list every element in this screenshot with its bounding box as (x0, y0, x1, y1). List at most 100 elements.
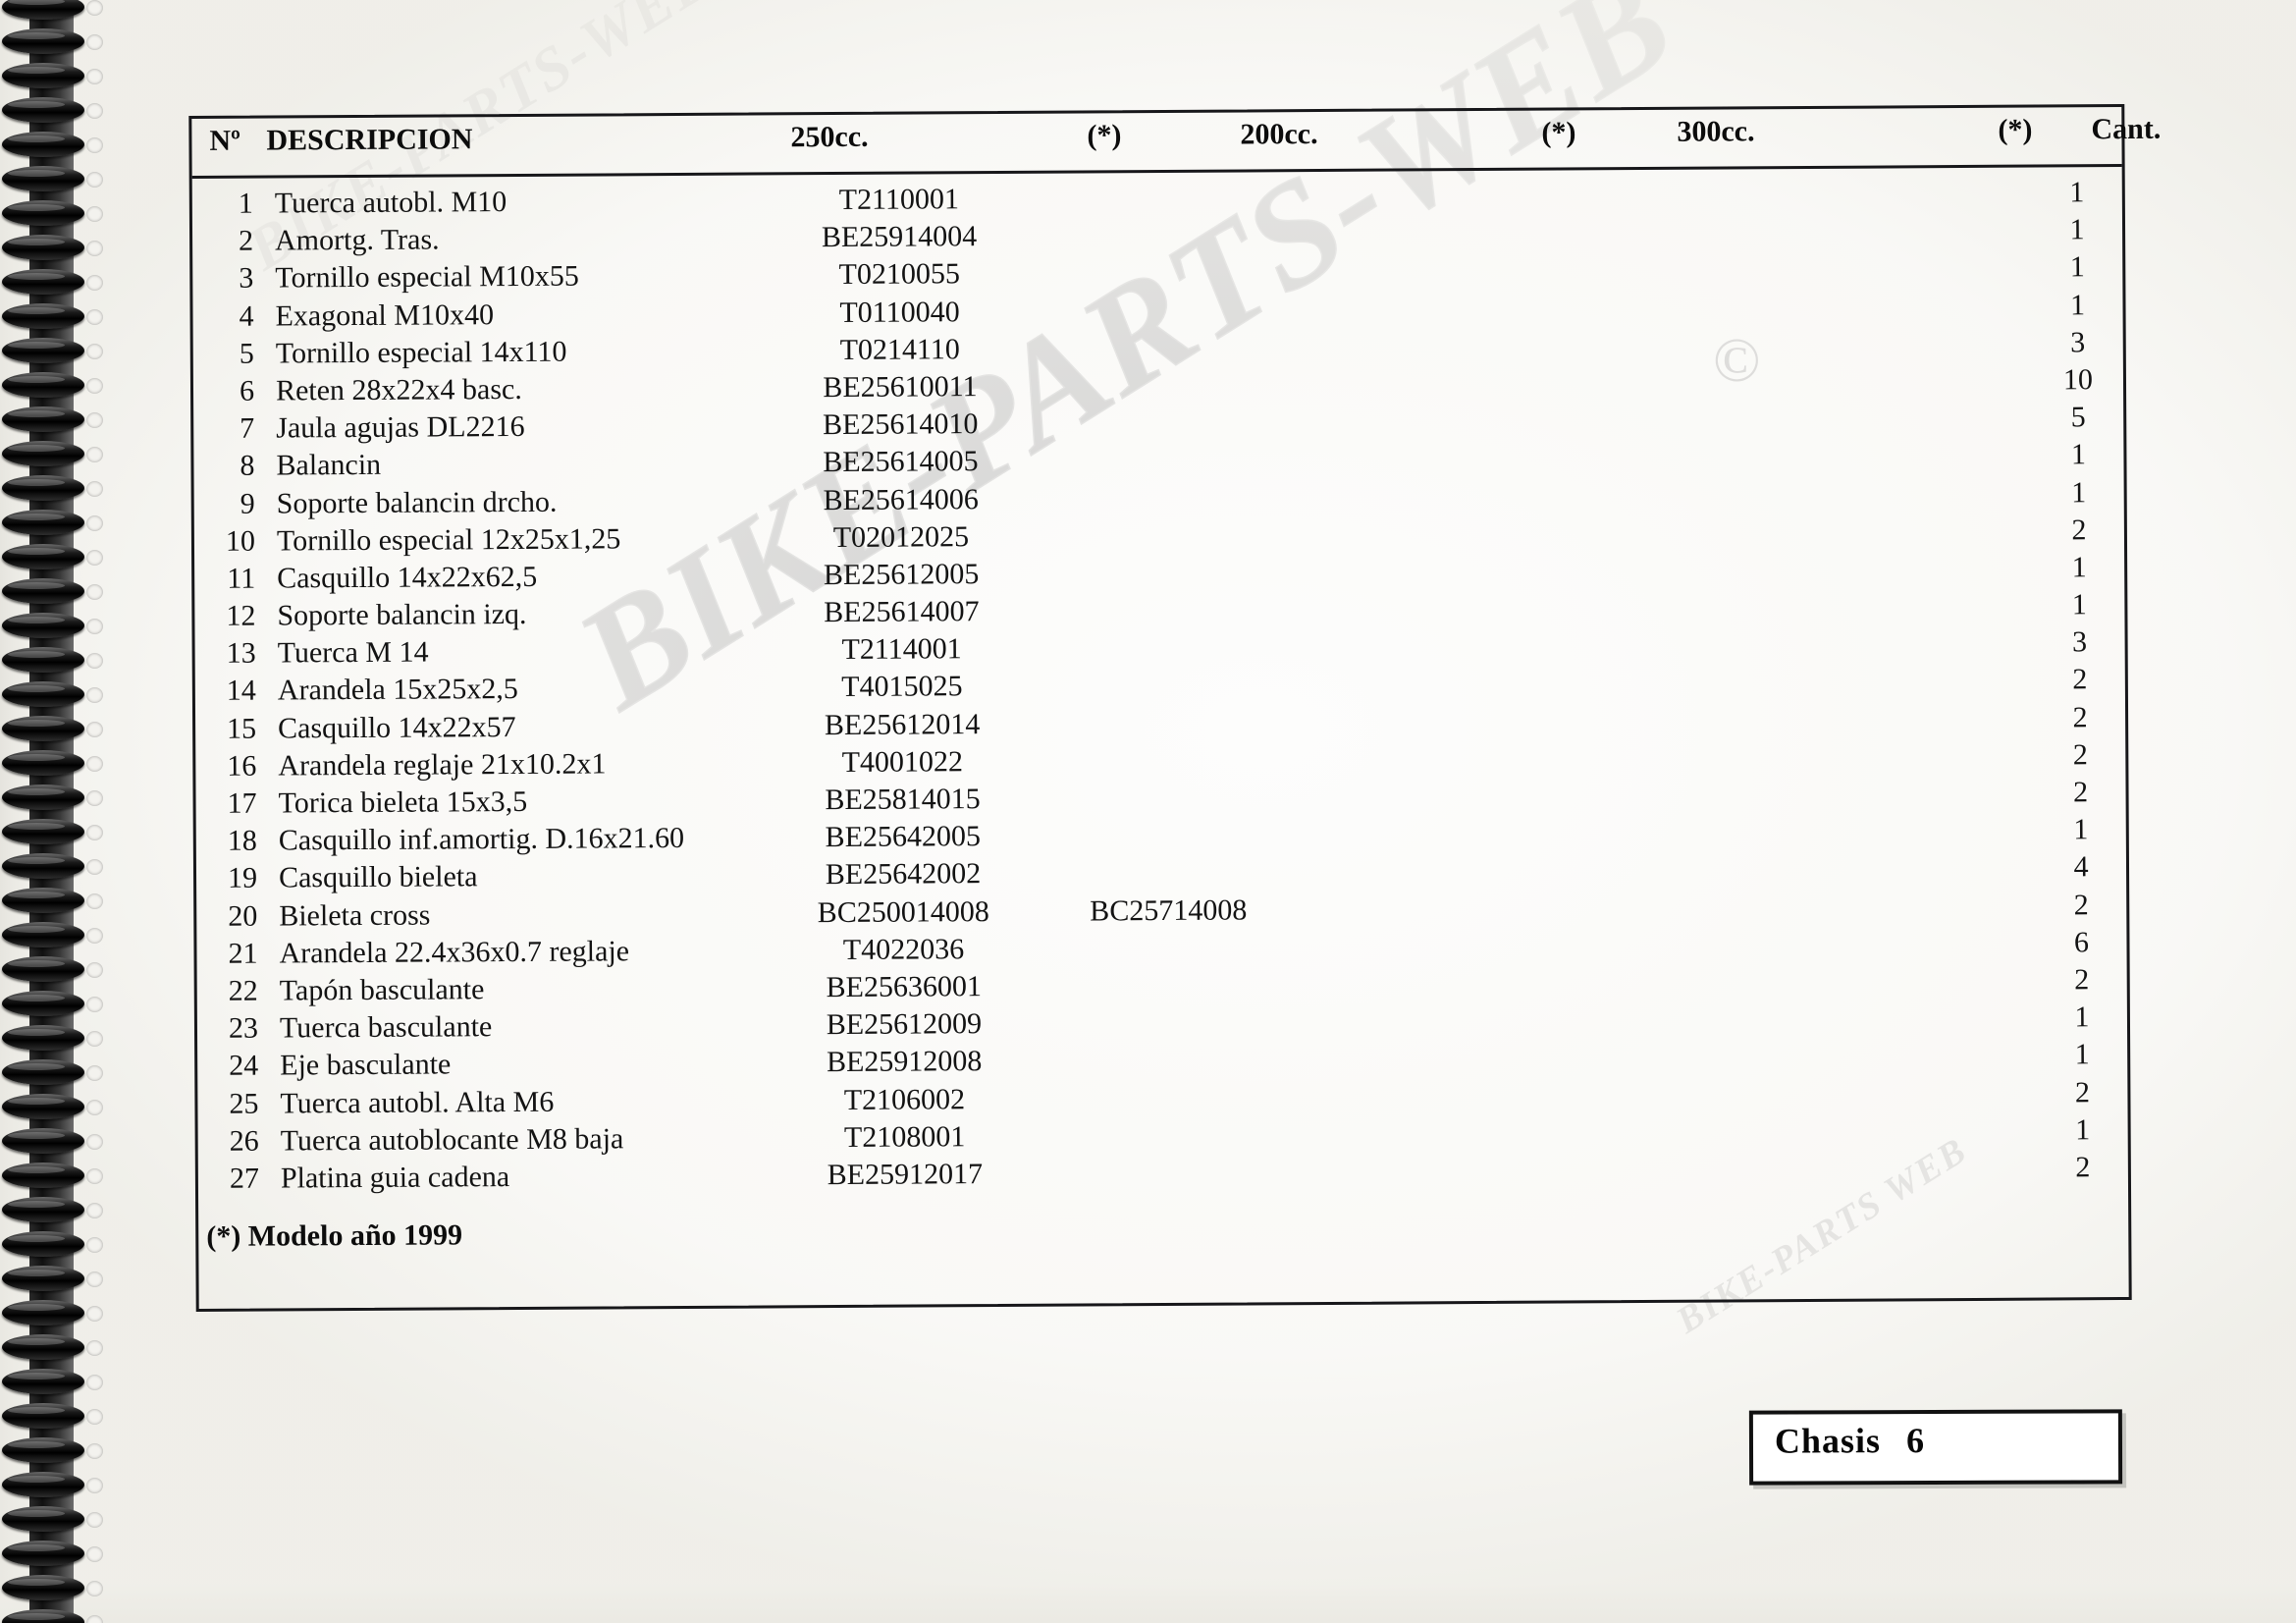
binding-coil (2, 303, 84, 329)
page-edge-bottom (0, 1584, 2296, 1623)
cell-row-number: 1 (238, 187, 253, 220)
binding-punch-hole (86, 997, 103, 1012)
cell-description: Torica bieleta 15x3,5 (278, 784, 528, 820)
cell-250cc-partno: BE25642002 (825, 857, 982, 892)
cell-row-number: 14 (226, 675, 256, 708)
cell-300cc-partno (1596, 175, 1910, 177)
binding-punch-hole (86, 1271, 103, 1287)
column-header-cant: Cant. (2091, 112, 2162, 146)
cell-250cc-partno: T2110001 (838, 183, 960, 216)
binding-punch-hole (86, 1512, 103, 1528)
cell-star-1-partno (1077, 366, 1254, 367)
cell-quantity: 2 (2072, 738, 2088, 772)
cell-quantity: 1 (2069, 288, 2086, 321)
binding-punch-hole (86, 447, 103, 462)
cell-star-2-partno (1509, 364, 1685, 365)
cell-star-2-partno (1510, 552, 1686, 553)
binding-coil (2, 681, 84, 707)
binding-punch-hole (86, 1203, 103, 1218)
cell-star-2-partno (1509, 326, 1685, 327)
cell-description: Soporte balancin drcho. (276, 485, 558, 519)
cell-row-number: 21 (228, 937, 258, 970)
binding-coil (2, 1266, 84, 1291)
cell-row-number: 24 (229, 1049, 259, 1083)
cell-quantity: 1 (2070, 438, 2087, 471)
cell-quantity: 2 (2074, 1075, 2091, 1109)
binding-coil (2, 647, 84, 673)
cell-description: Eje basculante (280, 1048, 452, 1082)
cell-star-2-partno (1508, 251, 1684, 252)
binding-coil (2, 784, 84, 810)
cell-row-number: 5 (239, 337, 254, 370)
binding-coil (2, 338, 84, 363)
cell-row-number: 2 (238, 224, 254, 257)
cell-250cc-partno: BC250014008 (817, 894, 989, 929)
cell-star-2-partno (1512, 814, 1688, 815)
cell-quantity: 1 (2073, 813, 2089, 846)
cell-description: Tuerca autobl. M10 (274, 186, 507, 220)
cell-description: Exagonal M10x40 (275, 298, 495, 333)
cell-row-number: 16 (227, 749, 257, 783)
cell-star-2-partno (1511, 664, 1687, 665)
cell-description: Arandela reglaje 21x10.2x1 (278, 747, 607, 783)
cell-row-number: 27 (229, 1162, 260, 1195)
binding-coil (2, 750, 84, 776)
binding-punch-hole (86, 1065, 103, 1081)
cell-star-2-partno (1511, 777, 1687, 778)
cell-quantity: 3 (2070, 325, 2086, 359)
binding-punch-hole (86, 1581, 103, 1596)
cell-star-1-partno (1078, 479, 1255, 480)
cell-description: Tornillo especial 12x25x1,25 (276, 522, 621, 558)
binding-coil (2, 372, 84, 398)
cell-250cc-partno: T02012025 (832, 519, 970, 554)
binding-punch-hole (86, 412, 103, 428)
cell-star-2-partno (1513, 1039, 1689, 1040)
binding-coil (2, 1128, 84, 1154)
binding-punch-hole (86, 790, 103, 806)
cell-star-1-partno (1077, 442, 1254, 443)
cell-row-number: 4 (239, 299, 254, 333)
cell-row-number: 3 (239, 262, 254, 296)
binding-punch-hole (86, 172, 103, 188)
cell-star-2-partno (1513, 1001, 1689, 1002)
cell-250cc-partno: T4015025 (841, 670, 963, 704)
cell-description: Tuerca basculante (279, 1010, 493, 1045)
cell-star-1-partno (1076, 217, 1253, 218)
binding-punch-hole (86, 1478, 103, 1493)
binding-coil (2, 1575, 84, 1600)
cell-row-number: 20 (228, 899, 258, 933)
cell-star-1-partno (1082, 1154, 1258, 1155)
binding-punch-hole (86, 1409, 103, 1425)
cell-star-2-partno (1513, 1076, 1689, 1077)
cell-star-2-partno (1514, 1152, 1690, 1153)
binding-punch-hole (86, 1375, 103, 1390)
binding-coil (2, 1472, 84, 1497)
cell-250cc-partno: T4022036 (842, 932, 965, 966)
cell-row-number: 15 (227, 712, 257, 745)
cell-quantity: 6 (2073, 925, 2090, 959)
column-header-no: Nº (209, 124, 241, 157)
cell-star-1-partno (1079, 629, 1255, 630)
column-header-200cc: 200cc. (1240, 118, 1318, 151)
cell-description: Tuerca autobl. Alta M6 (280, 1085, 555, 1119)
cell-quantity: 2 (2073, 888, 2089, 921)
column-header-star-2: (*) (1541, 116, 1576, 149)
binding-coil (2, 1197, 84, 1222)
cell-description: Tornillo especial M10x55 (275, 259, 579, 295)
binding-coil (2, 28, 84, 54)
cell-description: Balancin (276, 449, 382, 482)
binding-punch-hole (86, 515, 103, 531)
cell-quantity: 4 (2073, 850, 2089, 884)
cell-star-2-partno (1512, 926, 1688, 927)
cell-row-number: 12 (226, 599, 256, 632)
cell-description: Tornillo especial 14x110 (275, 335, 567, 370)
cell-star-2-partno (1511, 739, 1687, 740)
table-body: 1 Tuerca autobl. M10 T2110001 1 2 Amortg. Tra… (192, 174, 2128, 1198)
binding-coil (2, 1025, 84, 1051)
binding-punch-hole (86, 344, 103, 359)
cell-description: Tuerca M 14 (277, 635, 429, 670)
binding-punch-hole (86, 378, 103, 394)
cell-star-2-partno (1508, 289, 1684, 290)
binding-punch-hole (86, 1340, 103, 1356)
